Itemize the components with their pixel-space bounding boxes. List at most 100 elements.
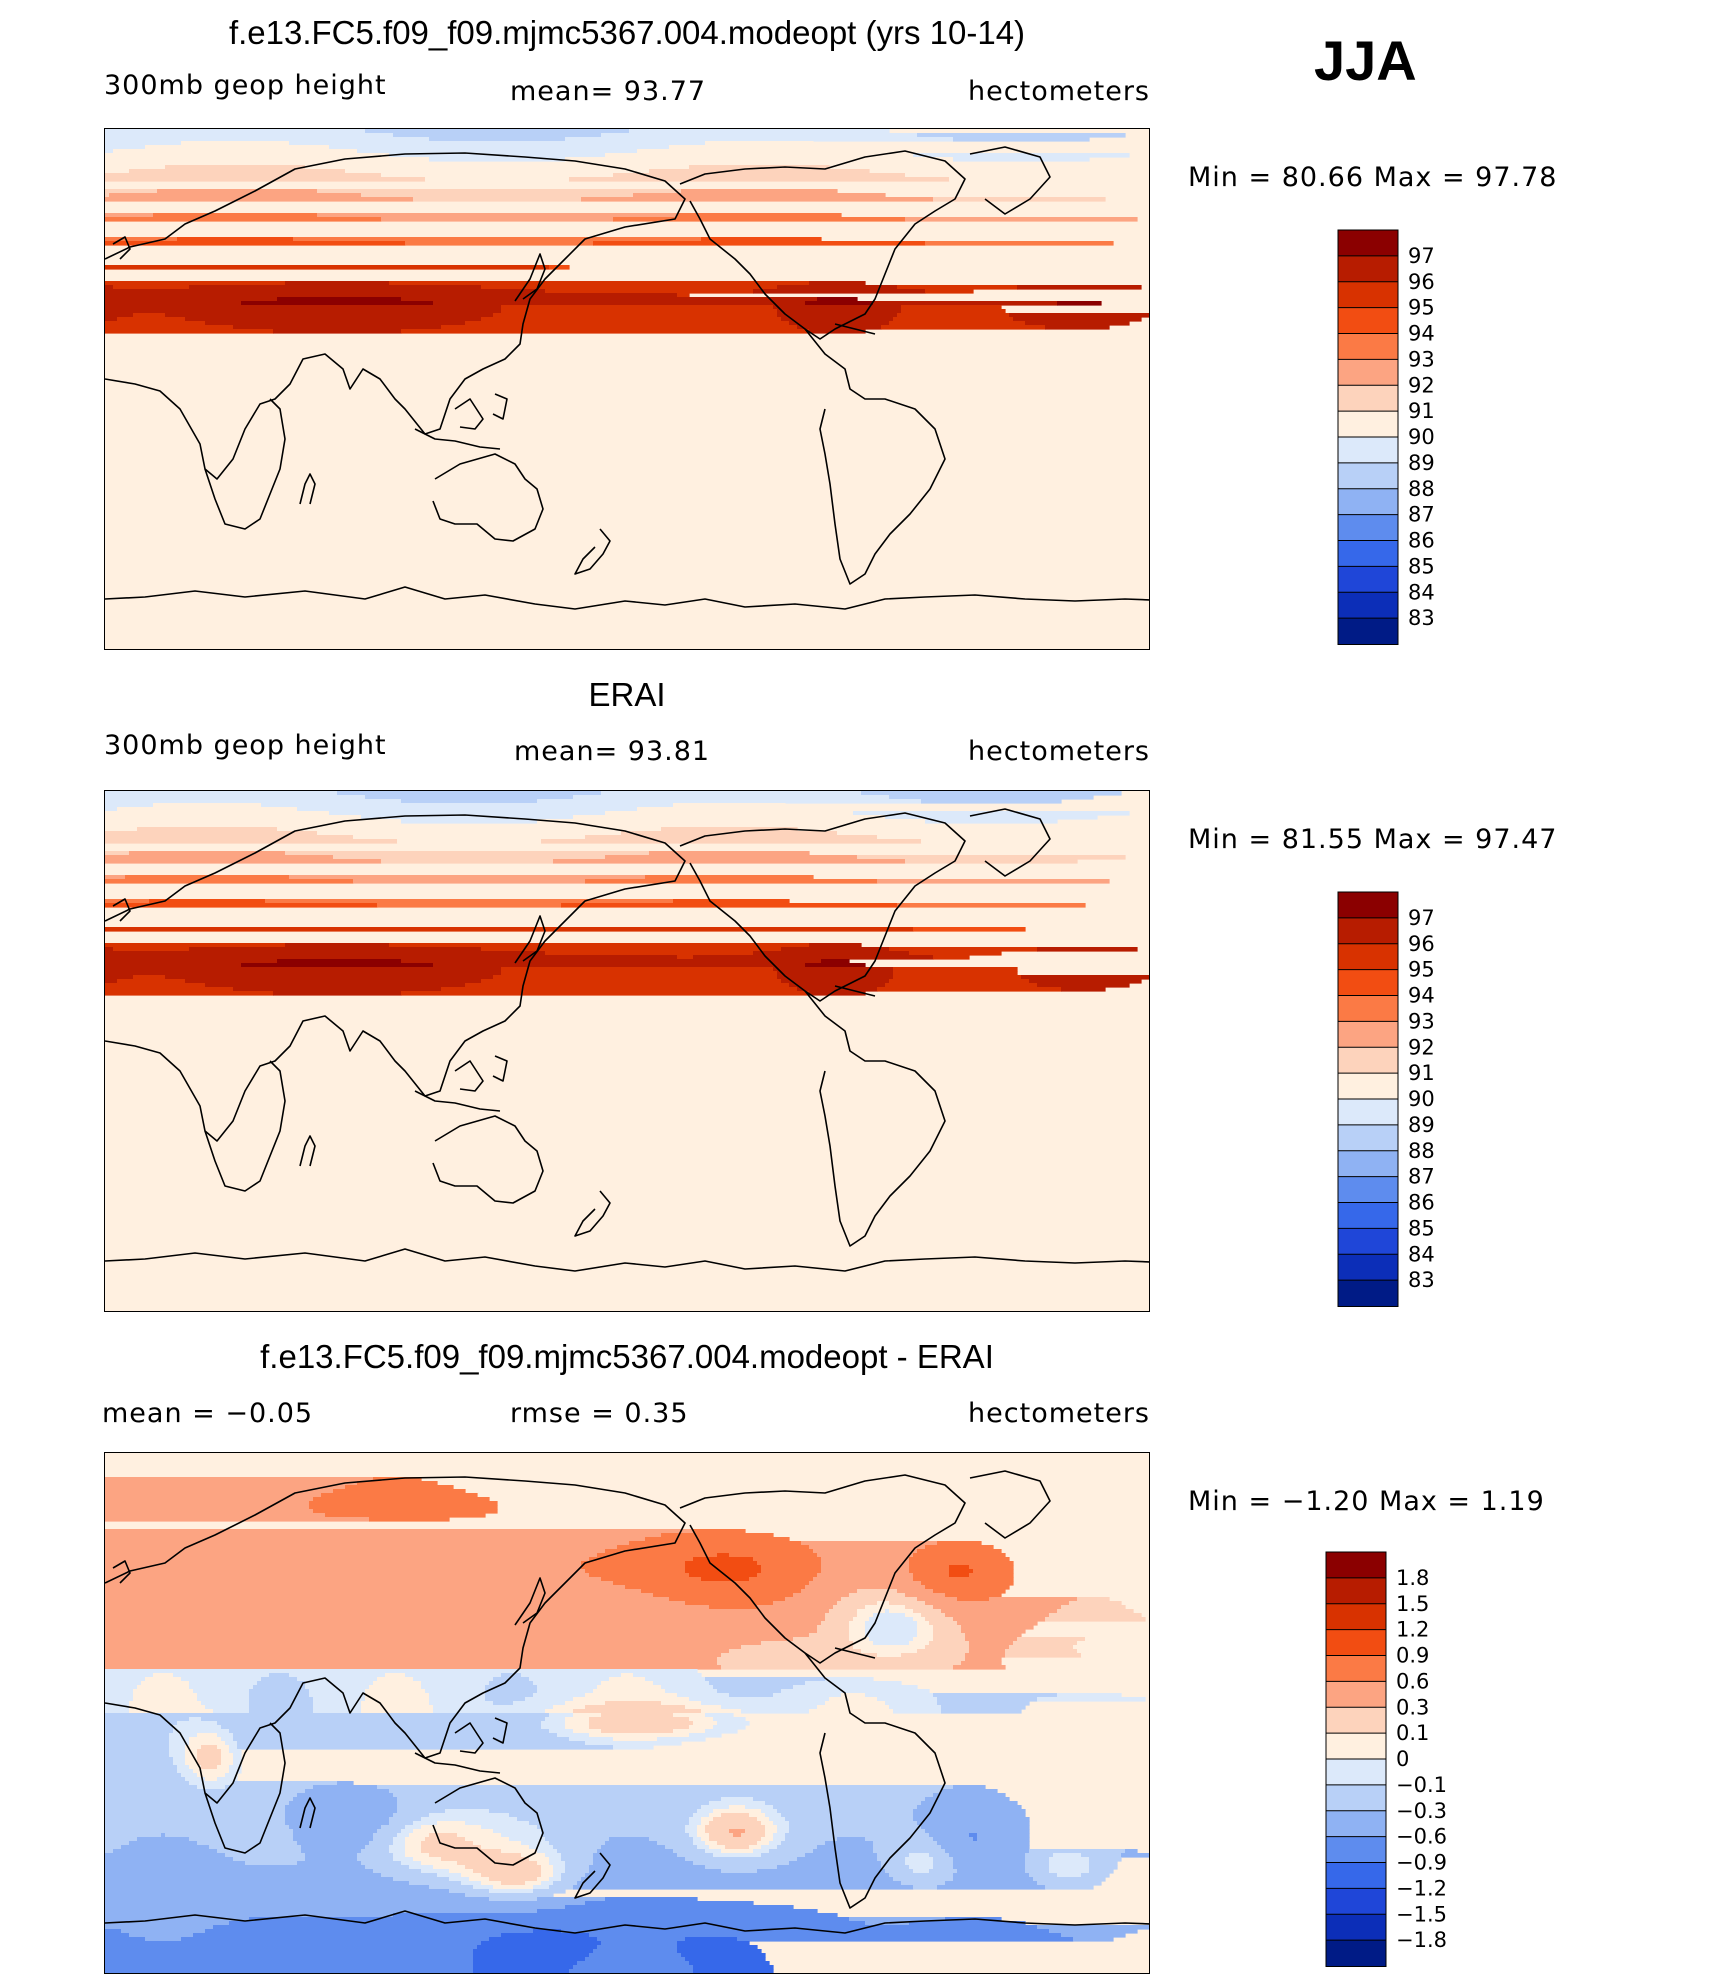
- panel-model-map: [104, 128, 1150, 650]
- panel-diff-title: f.e13.FC5.f09_f09.mjmc5367.004.modeopt -…: [260, 1338, 994, 1375]
- colorbar-swatch: [1337, 591, 1399, 620]
- season-label: JJA: [1314, 29, 1417, 92]
- colorbar-tick-label: 1.8: [1396, 1566, 1429, 1590]
- colorbar-swatch: [1337, 384, 1399, 413]
- panel-model-title: f.e13.FC5.f09_f09.mjmc5367.004.modeopt (…: [228, 14, 1026, 51]
- colorbar-tick-label: 86: [1408, 529, 1435, 553]
- colorbar-tick-label: 97: [1408, 906, 1435, 930]
- colorbar-tick-label: −0.1: [1396, 1773, 1447, 1797]
- colorbar-tick-label: 1.5: [1396, 1592, 1429, 1616]
- colorbar-swatch: [1325, 1784, 1387, 1812]
- colorbar-tick-label: 92: [1408, 1035, 1435, 1059]
- colorbar-swatch: [1325, 1758, 1387, 1786]
- colorbar-swatch: [1337, 1124, 1399, 1152]
- colorbar-tick-label: 93: [1408, 1009, 1435, 1033]
- colorbar-tick-label: −1.8: [1396, 1928, 1447, 1952]
- colorbar-swatch: [1337, 969, 1399, 997]
- colorbar-swatch: [1325, 1629, 1387, 1657]
- panel-model-colorbar: 97 96 95 94 93 92 91 90 89 88 87 86 85 84 83: [1337, 229, 1478, 645]
- panel-diff-units: hectometers: [968, 1398, 1150, 1429]
- colorbar-swatch: [1337, 1202, 1399, 1230]
- colorbar-tick-label: 88: [1408, 1139, 1435, 1163]
- colorbar-swatch: [1337, 436, 1399, 464]
- colorbar-swatch: [1337, 1046, 1399, 1075]
- colorbar-tick-label: 95: [1408, 958, 1435, 982]
- colorbar-tick-label: 96: [1408, 932, 1435, 956]
- colorbar-swatch: [1337, 1020, 1399, 1049]
- colorbar-tick-label: 86: [1408, 1191, 1435, 1215]
- colorbar-tick-label: 89: [1408, 451, 1435, 475]
- colorbar-swatch: [1337, 462, 1399, 490]
- colorbar-swatch: [1337, 995, 1399, 1023]
- colorbar-tick-label: 87: [1408, 503, 1435, 527]
- panel-obs-colorbar: 97 96 95 94 93 92 91 90 89 88 87 86 85 84 83: [1337, 891, 1478, 1307]
- colorbar-swatch: [1325, 1577, 1387, 1605]
- panel-model-minmax: Min = 80.66 Max = 97.78: [1188, 162, 1558, 193]
- colorbar-tick-label: −0.3: [1396, 1799, 1447, 1823]
- colorbar-swatch: [1337, 307, 1399, 335]
- colorbar-swatch: [1337, 255, 1399, 283]
- colorbar-tick-label: 90: [1408, 1087, 1435, 1111]
- colorbar-swatch: [1337, 917, 1399, 945]
- colorbar-tick-label: 0.1: [1396, 1721, 1429, 1745]
- colorbar-swatch: [1337, 333, 1399, 361]
- colorbar-swatch: [1337, 1279, 1399, 1307]
- colorbar-swatch: [1325, 1551, 1387, 1579]
- colorbar-swatch: [1337, 1227, 1399, 1256]
- colorbar-tick-label: 89: [1408, 1113, 1435, 1137]
- colorbar-tick-label: 90: [1408, 425, 1435, 449]
- colorbar-tick-label: −0.6: [1396, 1825, 1447, 1849]
- colorbar-tick-label: 84: [1408, 580, 1435, 604]
- panel-model-mean: mean= 93.77: [510, 76, 707, 107]
- colorbar-swatch: [1325, 1680, 1387, 1709]
- colorbar-tick-label: 0: [1396, 1747, 1409, 1771]
- colorbar-swatch: [1325, 1862, 1387, 1890]
- panel-obs-title: ERAI: [588, 676, 666, 713]
- colorbar-tick-label: 92: [1408, 373, 1435, 397]
- colorbar-swatch: [1337, 1253, 1399, 1282]
- colorbar-tick-label: 95: [1408, 296, 1435, 320]
- colorbar-tick-label: 91: [1408, 1061, 1435, 1085]
- panel-diff-rmse: rmse = 0.35: [510, 1398, 689, 1429]
- panel-model-variable: 300mb geop height: [104, 70, 387, 101]
- colorbar-swatch: [1337, 891, 1399, 919]
- panel-diff-minmax: Min = −1.20 Max = 1.19: [1188, 1486, 1545, 1517]
- colorbar-swatch: [1325, 1655, 1387, 1683]
- colorbar-swatch: [1337, 410, 1399, 438]
- colorbar-tick-label: 94: [1408, 984, 1435, 1008]
- panel-obs-units: hectometers: [968, 736, 1150, 767]
- colorbar-swatch: [1337, 488, 1399, 516]
- colorbar-tick-label: −1.5: [1396, 1902, 1447, 1926]
- colorbar-swatch: [1337, 617, 1399, 645]
- colorbar-swatch: [1337, 1176, 1399, 1204]
- colorbar-swatch: [1337, 358, 1399, 387]
- colorbar-swatch: [1337, 540, 1399, 568]
- colorbar-tick-label: 0.3: [1396, 1695, 1429, 1719]
- colorbar-tick-label: 87: [1408, 1165, 1435, 1189]
- colorbar-swatch: [1325, 1939, 1387, 1967]
- panel-obs-map: [104, 790, 1150, 1312]
- colorbar-swatch: [1325, 1706, 1387, 1735]
- colorbar-tick-label: 94: [1408, 322, 1435, 346]
- colorbar-tick-label: 83: [1408, 606, 1435, 630]
- colorbar-swatch: [1337, 943, 1399, 971]
- panel-diff-colorbar: 1.8 1.5 1.2 0.9 0.6 0.3 0.1 0 −0.1 −0.3 −0.6 −0.9 −1…: [1325, 1551, 1486, 1967]
- colorbar-swatch: [1325, 1887, 1387, 1916]
- panel-diff-mean: mean = −0.05: [102, 1398, 314, 1429]
- colorbar-swatch: [1325, 1603, 1387, 1631]
- colorbar-tick-label: 96: [1408, 270, 1435, 294]
- colorbar-tick-label: 0.6: [1396, 1669, 1429, 1693]
- panel-model-units: hectometers: [968, 76, 1150, 107]
- panel-obs-minmax: Min = 81.55 Max = 97.47: [1188, 824, 1558, 855]
- colorbar-tick-label: 93: [1408, 347, 1435, 371]
- colorbar-tick-label: 85: [1408, 554, 1435, 578]
- colorbar-swatch: [1337, 281, 1399, 309]
- colorbar-tick-label: 85: [1408, 1216, 1435, 1240]
- panel-obs-variable: 300mb geop height: [104, 730, 387, 761]
- colorbar-swatch: [1337, 1150, 1399, 1178]
- colorbar-tick-label: 84: [1408, 1242, 1435, 1266]
- panel-diff-map: [104, 1452, 1150, 1974]
- colorbar-swatch: [1325, 1836, 1387, 1864]
- colorbar-swatch: [1337, 565, 1399, 594]
- colorbar-swatch: [1337, 229, 1399, 257]
